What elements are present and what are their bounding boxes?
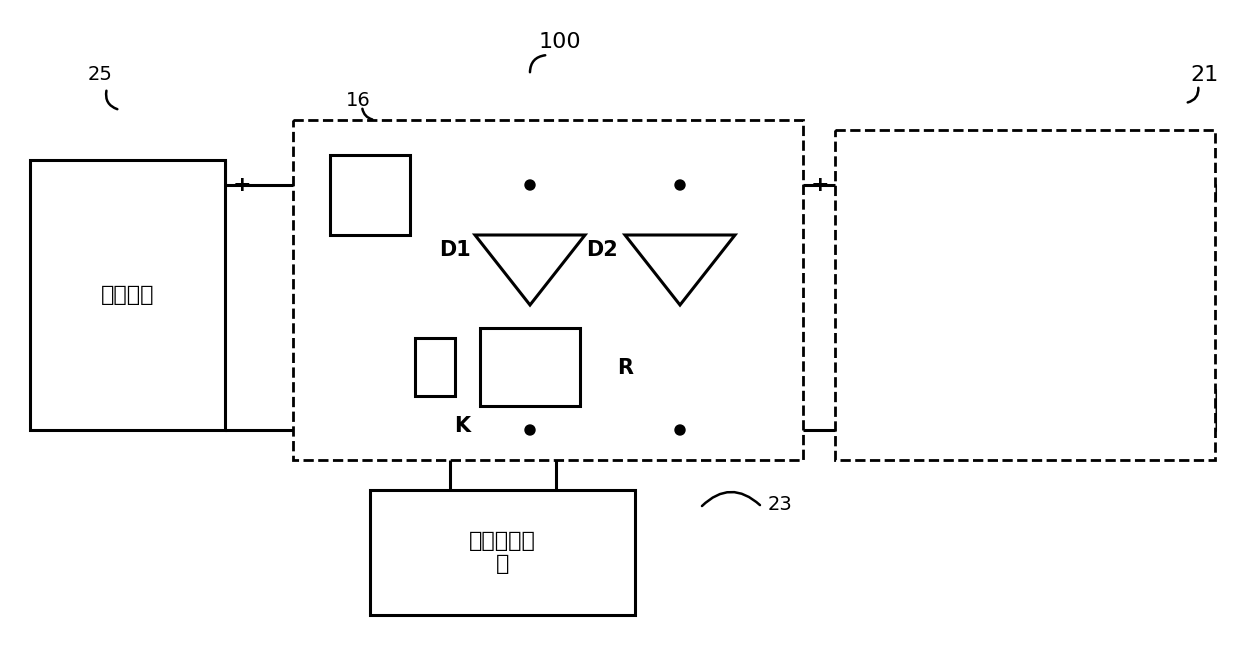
Circle shape — [525, 425, 534, 435]
Bar — [330, 155, 410, 235]
Circle shape — [675, 425, 684, 435]
Text: 抱闸控制设
备: 抱闸控制设 备 — [469, 531, 536, 574]
Text: D2: D2 — [587, 240, 618, 260]
Circle shape — [675, 180, 684, 190]
Text: +: + — [811, 175, 830, 195]
Text: K: K — [454, 416, 470, 436]
Bar — [415, 338, 455, 396]
Text: 23: 23 — [768, 495, 792, 514]
Bar — [30, 160, 224, 430]
Text: D1: D1 — [439, 240, 471, 260]
Text: 25: 25 — [88, 66, 113, 85]
Bar — [480, 328, 580, 406]
Text: −: − — [233, 420, 252, 440]
Text: 抱闸电源: 抱闸电源 — [100, 285, 154, 305]
Circle shape — [525, 180, 534, 190]
Text: R: R — [618, 357, 632, 378]
Text: +: + — [233, 175, 252, 195]
Text: 100: 100 — [538, 32, 582, 52]
Text: 21: 21 — [1190, 65, 1219, 85]
Bar — [370, 490, 635, 615]
Text: 16: 16 — [346, 90, 371, 109]
Bar — [835, 130, 1215, 460]
Text: −: − — [811, 420, 830, 440]
Bar — [293, 120, 804, 460]
